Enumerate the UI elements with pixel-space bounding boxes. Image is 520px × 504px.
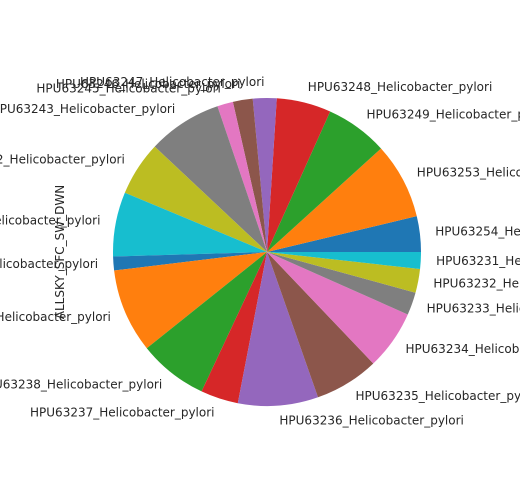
slice-label: HPU63238_Helicobacter_pylori <box>0 378 162 392</box>
slice-label: HPU63237_Helicobacter_pylori <box>30 406 214 420</box>
slice-label: HPU63236_Helicobacter_pylori <box>279 413 463 427</box>
slice-label: HPU63243_Helicobacter_pylori <box>0 102 175 116</box>
slice-label: HPU63242_Helicobacter_pylori <box>0 153 125 167</box>
slice-label: HPU63241_Helicobacter_pylori <box>0 214 100 228</box>
pie-slices <box>113 98 421 406</box>
slice-label: HPU63231_Helicobacter_pylori <box>436 254 520 268</box>
slice-label: HPU63253_Helicobacter_pylori <box>417 165 520 179</box>
slice-label: HPU63232_Helicobacter_pylori <box>433 276 520 290</box>
slice-label: HPU63233_Helicobacter_pylori <box>427 301 520 315</box>
slice-label: HPU63235_Helicobacter_pylori <box>356 389 520 403</box>
slice-label: HPU63254_Helicobacter_pylori <box>435 225 520 239</box>
y-axis-label: ALLSKY_SFC_SW_DWN <box>53 185 67 319</box>
slice-label: HPU63245_Helicobacter_pylori <box>36 82 220 96</box>
slice-label: HPU63240_Helicobacter_pylori <box>0 257 98 271</box>
slice-label: HPU63248_Helicobacter_pylori <box>308 80 492 94</box>
slice-label: HPU63249_Helicobacter_pylori <box>367 107 520 121</box>
slice-label: HPU63234_Helicobacter_pylori <box>406 342 520 356</box>
